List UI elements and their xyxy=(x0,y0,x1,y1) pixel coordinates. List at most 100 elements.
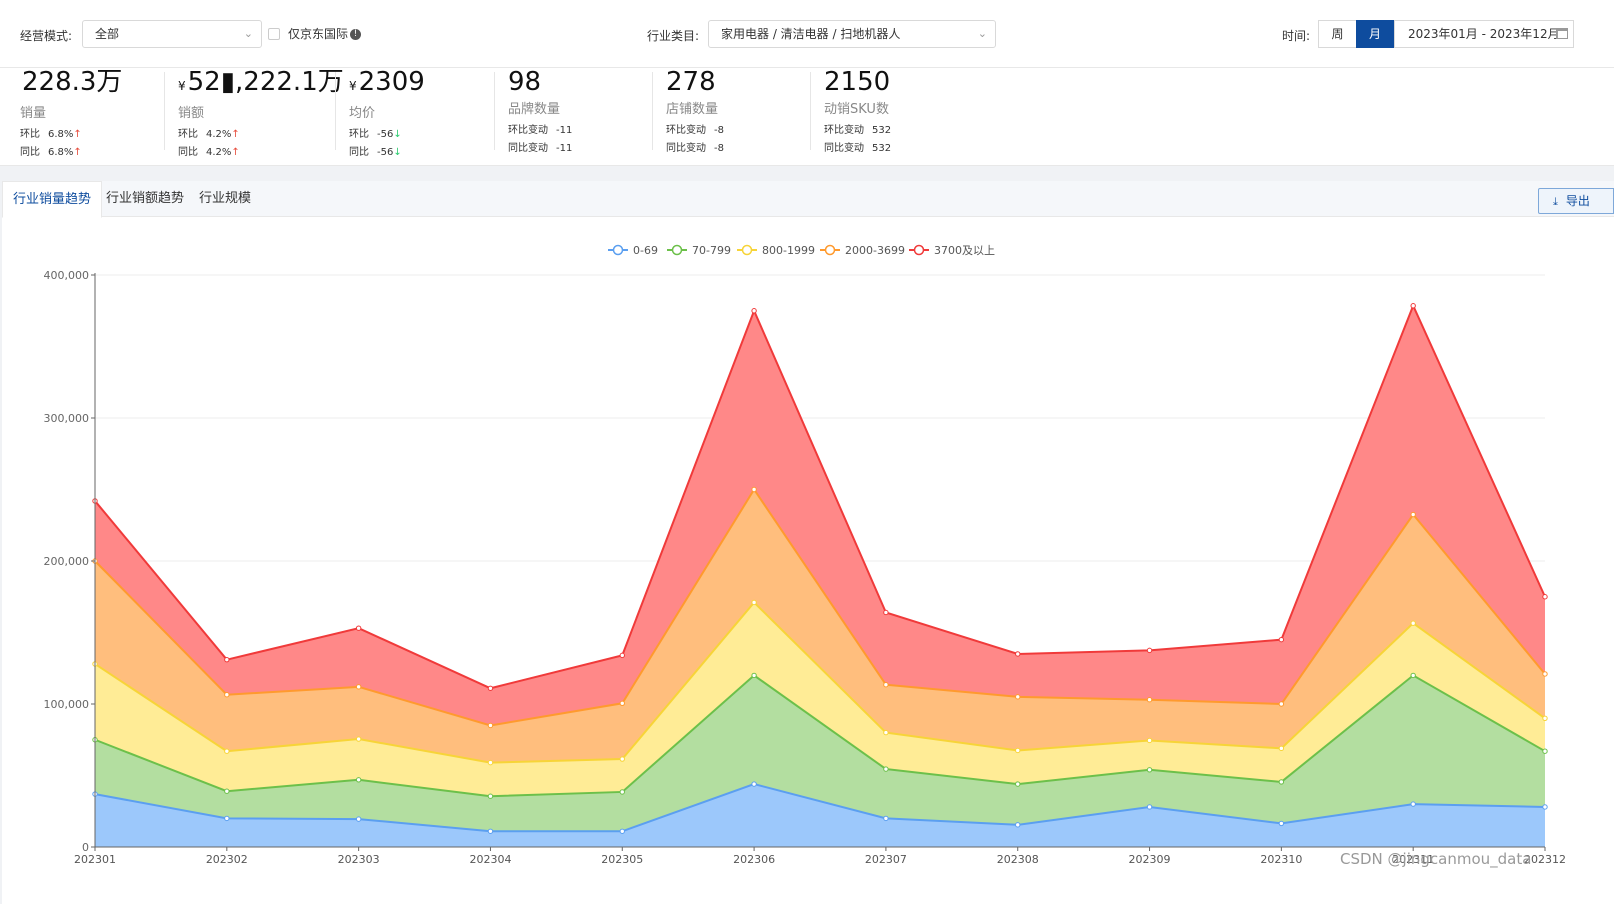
export-label: 导出 xyxy=(1565,194,1590,208)
date-range-picker[interactable]: 2023年01月 - 2023年12月 xyxy=(1394,20,1574,48)
data-point xyxy=(487,759,494,766)
data-point xyxy=(487,793,494,799)
x-tick-label: 202311 xyxy=(1392,853,1434,866)
export-button[interactable]: ⤓ 导出 xyxy=(1538,188,1614,214)
stat-name: 店铺数量 xyxy=(666,102,719,117)
info-icon[interactable]: ! xyxy=(350,29,362,40)
mom-label: 环比 xyxy=(20,129,40,140)
data-point xyxy=(751,308,757,314)
yoy-label: 同比变动 xyxy=(824,143,864,154)
mom-value: -56 xyxy=(377,129,394,140)
area-3700及以上 xyxy=(95,305,1545,726)
divider xyxy=(652,72,653,150)
yoy-label: 同比 xyxy=(20,147,40,158)
stacked-area-chart: 0-69 70-799 800-1999 2000-3699 3700及以上 0 100,… xyxy=(44,244,1567,866)
legend-marker xyxy=(824,244,836,256)
legend-label: 0-69 xyxy=(633,244,658,257)
yoy-value: -11 xyxy=(556,143,573,154)
data-point xyxy=(1542,671,1548,677)
currency-symbol: ¥ xyxy=(349,79,357,93)
arrow-up-icon: ↑ xyxy=(73,147,82,158)
stat-mom-row: 环比 -56↓ xyxy=(349,125,425,140)
mode-select[interactable]: 全部 ⌄ xyxy=(82,20,262,48)
data-point xyxy=(1278,701,1285,707)
tab-industry-scale[interactable]: 行业规模 xyxy=(199,191,252,206)
watermark: CSDN @jingcanmou_data xyxy=(1340,850,1532,868)
x-tick-label: 202301 xyxy=(74,853,116,866)
data-point xyxy=(883,681,889,688)
data-point xyxy=(751,781,757,787)
x-tick-label: 202303 xyxy=(338,853,380,866)
yoy-label: 同比 xyxy=(178,147,198,158)
x-tick-label: 202306 xyxy=(733,853,775,866)
data-point xyxy=(1278,636,1285,643)
data-point xyxy=(1410,801,1416,807)
data-point xyxy=(619,756,625,762)
stat-brand-count: 98 品牌数量 环比变动 -11 同比变动 -11 xyxy=(508,67,580,154)
stat-name: 销量 xyxy=(20,106,47,121)
mom-value: 6.8% xyxy=(48,129,74,140)
legend-marker xyxy=(612,244,624,256)
x-tick-label: 202302 xyxy=(206,853,248,866)
data-point xyxy=(883,729,889,736)
data-point xyxy=(487,722,494,729)
jd-intl-checkbox[interactable] xyxy=(268,28,280,40)
stat-number: 52▮,222.1万 xyxy=(187,67,344,97)
stat-mom-row: 环比变动 -11 xyxy=(508,121,580,136)
data-point xyxy=(224,656,230,663)
data-point xyxy=(883,609,889,616)
chevron-down-icon: ⌄ xyxy=(977,27,987,40)
yoy-value: -56 xyxy=(377,147,394,158)
data-point xyxy=(487,685,494,691)
tab-sales-amount-trend[interactable]: 行业销额趋势 xyxy=(106,191,185,206)
stat-sales-volume: 228.3万 销量 环比 6.8%↑ 同比 6.8%↑ xyxy=(20,68,122,158)
mom-label: 环比变动 xyxy=(824,125,864,136)
data-point xyxy=(1542,715,1548,721)
data-point xyxy=(224,692,230,698)
x-tick-label: 202305 xyxy=(601,853,643,866)
area-2000-3699 xyxy=(95,489,1545,763)
data-point xyxy=(1015,781,1021,787)
legend-label: 2000-3699 xyxy=(845,244,905,257)
divider xyxy=(810,72,811,150)
chart-areas xyxy=(92,303,1548,847)
data-point xyxy=(883,766,889,772)
divider xyxy=(494,72,495,150)
data-point xyxy=(1542,748,1548,754)
yoy-value: 4.2% xyxy=(206,147,232,158)
stat-value: ¥2309 xyxy=(349,68,425,100)
x-tick-label: 202310 xyxy=(1260,853,1302,866)
stat-mom-row: 环比变动 532 xyxy=(824,121,899,136)
week-button[interactable]: 周 xyxy=(1318,20,1357,48)
category-select-value: 家用电器 / 清洁电器 / 扫地机器人 xyxy=(721,27,901,41)
data-point xyxy=(487,828,494,834)
data-point xyxy=(1015,747,1021,754)
stats-row: 228.3万 销量 环比 6.8%↑ 同比 6.8%↑ ¥52▮,222.1万 销额… xyxy=(0,68,1614,166)
data-point xyxy=(1015,694,1021,700)
data-point xyxy=(355,777,362,783)
yoy-value: 6.8% xyxy=(48,147,74,158)
stat-yoy-row: 同比变动 -11 xyxy=(508,139,580,154)
divider xyxy=(164,72,165,150)
calendar-icon[interactable] xyxy=(1556,28,1568,39)
tab-sales-volume-trend[interactable]: 行业销量趋势 xyxy=(2,181,103,218)
mom-label: 环比 xyxy=(178,129,198,140)
stat-sku-count: 2150 动销SKU数 环比变动 532 同比变动 532 xyxy=(824,68,899,154)
stat-number: 98 xyxy=(508,67,542,97)
category-select[interactable]: 家用电器 / 清洁电器 / 扫地机器人 ⌄ xyxy=(708,20,996,48)
month-button[interactable]: 月 xyxy=(1356,20,1394,48)
arrow-down-icon: ↓ xyxy=(393,147,402,158)
stat-number: 2309 xyxy=(358,67,425,97)
series-line-2000-3699 xyxy=(94,487,1546,727)
legend-label: 70-799 xyxy=(692,244,731,257)
stat-value: 2150 xyxy=(824,68,899,96)
data-point xyxy=(619,700,625,706)
area-800-1999 xyxy=(95,602,1545,797)
series-line-3700及以上 xyxy=(94,303,1546,690)
download-icon: ⤓ xyxy=(1553,195,1558,208)
mode-label: 经营模式: xyxy=(20,29,73,43)
data-point xyxy=(619,652,625,659)
category-label: 行业类目: xyxy=(647,29,700,43)
x-tick-label: 202307 xyxy=(865,853,907,866)
data-point xyxy=(751,599,757,606)
